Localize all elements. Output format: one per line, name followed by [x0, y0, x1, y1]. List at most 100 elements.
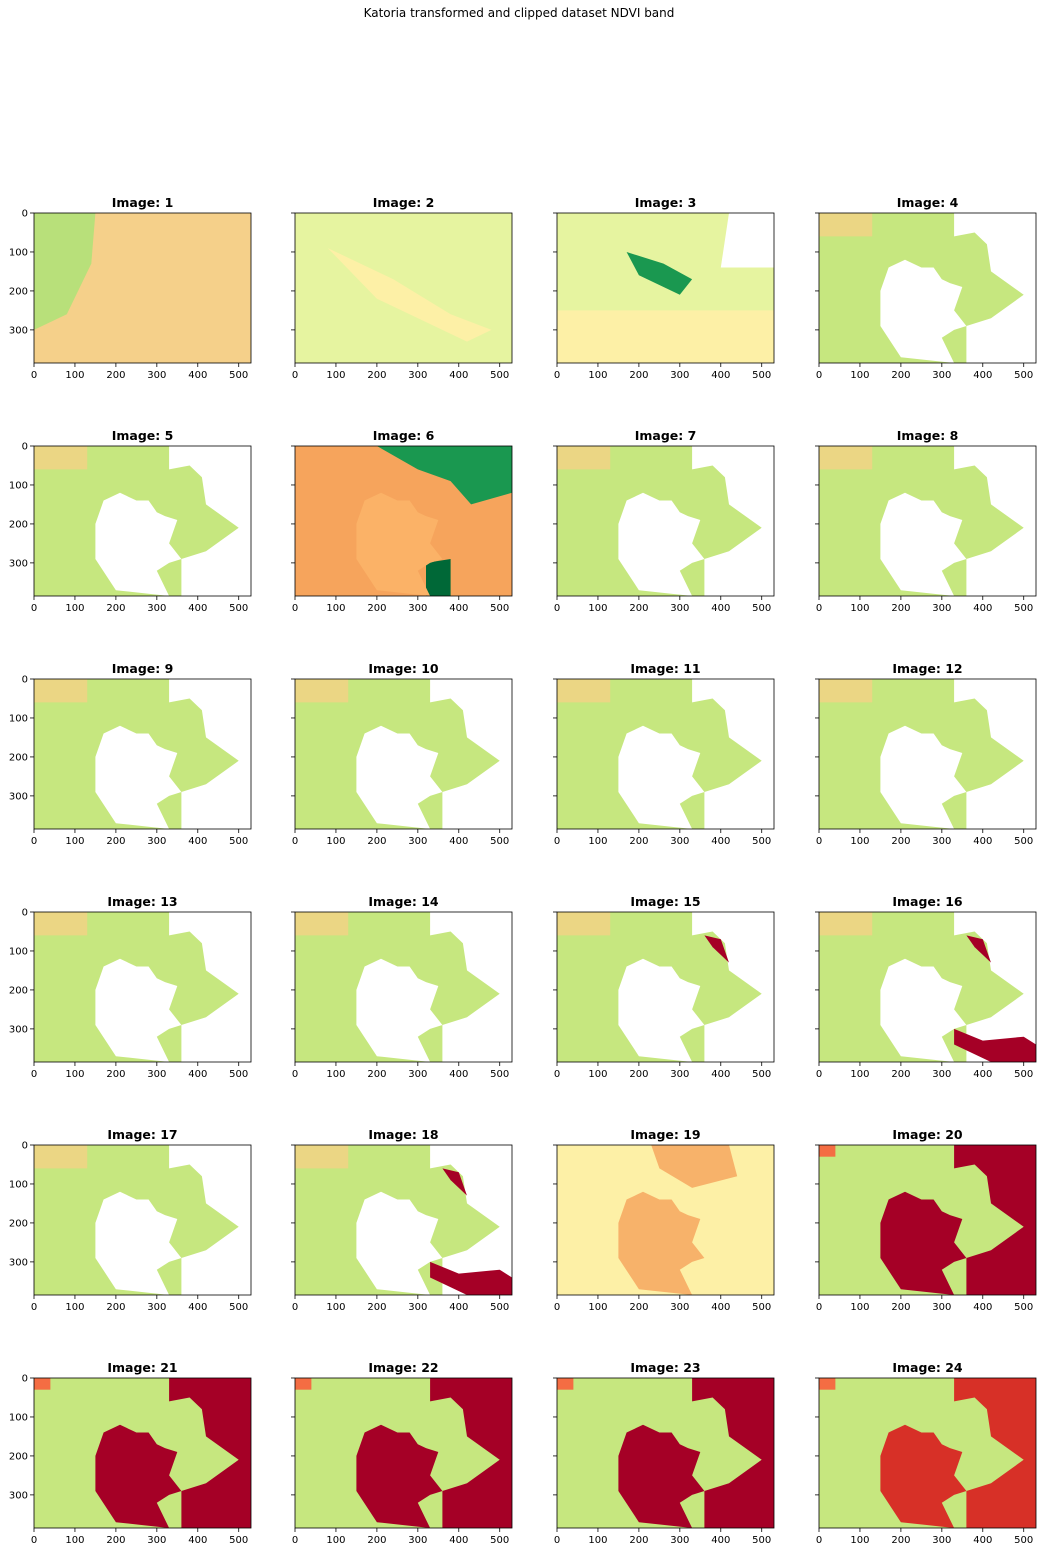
x-tick-label: 400 [188, 1069, 207, 1080]
water-region [954, 1145, 1036, 1295]
lake-mask [618, 725, 705, 829]
axes-frame [294, 445, 513, 597]
x-tick-label: 200 [106, 603, 125, 614]
x-tick-label: 100 [326, 603, 345, 614]
y-tick-label: 200 [9, 519, 28, 530]
ndvi-image [819, 679, 1036, 829]
x-tick-label: 300 [147, 1535, 166, 1546]
land-patch [819, 213, 873, 237]
panel-title: Image: 12 [892, 661, 962, 676]
panel-13: Image: 13 0 100 200 300 400 500 0 100 200 300 [9, 894, 252, 1080]
x-tick-label: 0 [554, 836, 560, 847]
land-patch [34, 1145, 88, 1169]
land-patch [295, 1378, 312, 1390]
x-tick-label: 100 [65, 836, 84, 847]
x-tick-label: 400 [711, 1069, 730, 1080]
x-tick-label: 500 [490, 1535, 509, 1546]
x-tick-label: 200 [367, 1069, 386, 1080]
land-patch [295, 912, 349, 936]
ndvi-image [295, 679, 512, 829]
x-tick-label: 200 [106, 1302, 125, 1313]
y-tick-label: 300 [9, 1257, 28, 1268]
axes-frame [33, 678, 252, 830]
y-tick-label: 0 [22, 442, 28, 453]
y-tick-label: 300 [9, 791, 28, 802]
ndvi-image [819, 912, 1036, 1062]
x-tick-label: 500 [229, 1069, 248, 1080]
lake-mask [95, 958, 182, 1062]
y-tick-label: 0 [22, 1141, 28, 1152]
x-tick-label: 500 [752, 836, 771, 847]
axes-frame [818, 678, 1037, 830]
water-region [430, 1378, 512, 1528]
lake-water [880, 1424, 967, 1528]
land-patch [295, 1145, 349, 1169]
nodata-region [430, 1145, 512, 1295]
x-tick-label: 300 [408, 370, 427, 381]
lake-mask [880, 259, 967, 363]
vegetation-patch [426, 559, 451, 596]
x-tick-label: 300 [408, 603, 427, 614]
x-tick-label: 200 [891, 836, 910, 847]
axes-frame [33, 212, 252, 364]
panel-title: Image: 13 [107, 894, 177, 909]
x-tick-label: 0 [816, 1302, 822, 1313]
x-tick-label: 300 [408, 1535, 427, 1546]
cloud-blotch [954, 1028, 1036, 1062]
x-tick-label: 500 [752, 1069, 771, 1080]
nodata-region [692, 912, 774, 1062]
x-tick-label: 0 [292, 1535, 298, 1546]
panel-title: Image: 4 [897, 195, 959, 210]
ndvi-image [819, 1378, 1036, 1528]
panel-title: Image: 19 [630, 1127, 700, 1142]
axes-frame [556, 911, 775, 1063]
x-tick-label: 400 [711, 603, 730, 614]
x-tick-label: 100 [850, 370, 869, 381]
panel-title: Image: 1 [112, 195, 174, 210]
water-region [169, 1378, 251, 1528]
land-patch [34, 446, 88, 470]
x-tick-label: 500 [490, 836, 509, 847]
land-patch [819, 446, 873, 470]
lake-mask [880, 958, 967, 1062]
x-tick-label: 100 [326, 1069, 345, 1080]
lake-mask [95, 492, 182, 596]
axes-frame [818, 445, 1037, 597]
axes-frame [556, 212, 775, 364]
nodata-region [692, 679, 774, 829]
y-tick-label: 0 [22, 1374, 28, 1385]
x-tick-label: 400 [711, 370, 730, 381]
x-tick-label: 100 [65, 1069, 84, 1080]
y-tick-label: 100 [9, 947, 28, 958]
x-tick-label: 300 [670, 370, 689, 381]
axes-frame [556, 1144, 775, 1296]
panel-title: Image: 7 [635, 428, 697, 443]
x-tick-label: 200 [891, 1302, 910, 1313]
nodata-region [169, 912, 251, 1062]
x-tick-label: 0 [816, 1535, 822, 1546]
cloud-edge [704, 935, 729, 963]
x-tick-label: 300 [147, 603, 166, 614]
x-tick-label: 200 [629, 370, 648, 381]
x-tick-label: 200 [106, 1069, 125, 1080]
x-tick-label: 200 [629, 1069, 648, 1080]
ndvi-image [819, 213, 1036, 363]
x-tick-label: 300 [932, 1069, 951, 1080]
panel-title: Image: 20 [892, 1127, 963, 1142]
panel-3: Image: 3 0 100 200 300 400 500 [553, 195, 775, 381]
ndvi-image [295, 213, 512, 363]
lake-mask [356, 958, 443, 1062]
nodata-region [954, 912, 1036, 1062]
panel-grid: Image: 10 100 200 300 400 5000100200300Image:… [9, 195, 1037, 1546]
axes-frame [556, 678, 775, 830]
lake-mask [95, 725, 182, 829]
x-tick-label: 0 [816, 836, 822, 847]
x-tick-label: 400 [973, 603, 992, 614]
panel-6: Image: 6 0 100 200 300 400 500 [291, 428, 513, 614]
water-region [954, 1378, 1036, 1528]
y-tick-label: 0 [22, 209, 28, 220]
x-tick-label: 100 [588, 1302, 607, 1313]
lake-mask [880, 725, 967, 829]
x-tick-label: 500 [752, 1302, 771, 1313]
y-tick-label: 0 [22, 675, 28, 686]
